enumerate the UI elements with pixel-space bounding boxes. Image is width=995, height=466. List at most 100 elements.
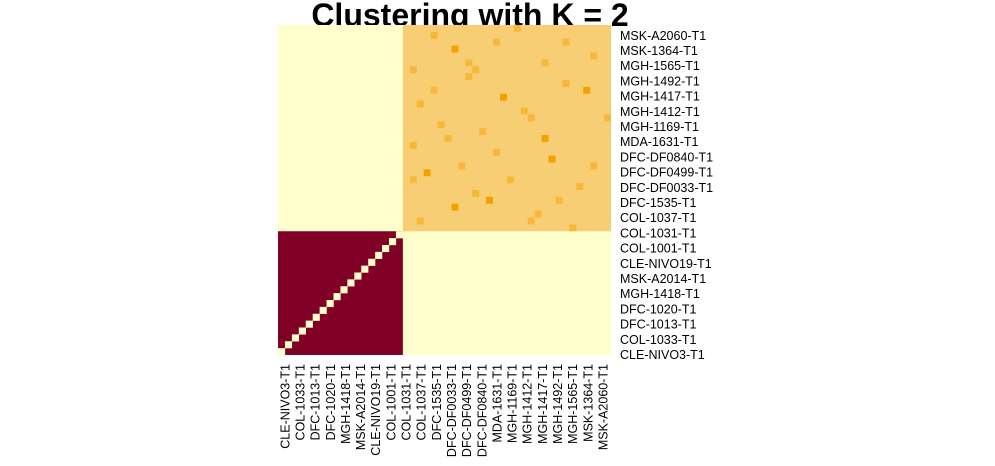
diagonal-cell (319, 306, 327, 314)
cluster-2-cell (541, 59, 549, 67)
diagonal-cell (368, 258, 376, 266)
cluster-2-cell (520, 107, 528, 115)
column-label: MSK-A2060-T1 (596, 364, 610, 450)
cluster-2-block (402, 25, 611, 232)
column-label: DFC-1020-T1 (324, 364, 338, 440)
row-label: MGH-1417-T1 (620, 90, 700, 104)
cluster-2-cell (562, 38, 570, 46)
row-label: DFC-1535-T1 (620, 196, 696, 210)
cluster-2-cell (500, 93, 507, 101)
column-labels: CLE-NIVO3-T1 COL-1033-T1 DFC-1013-T1 DFC-10… (278, 364, 610, 457)
row-label: CLE-NIVO19-T1 (620, 257, 712, 271)
row-label: MGH-1412-T1 (620, 105, 700, 119)
cluster-2-cell (409, 176, 417, 184)
cluster-2-cell (513, 25, 521, 32)
row-label: COL-1031-T1 (620, 226, 696, 240)
cluster-2-cell (416, 217, 424, 225)
cluster-2-cell (555, 196, 563, 204)
diagonal-cell (382, 245, 390, 253)
row-label: MGH-1565-T1 (620, 59, 700, 73)
cluster-2-cell (451, 203, 459, 211)
diagonal-cell (284, 341, 293, 349)
row-label: COL-1033-T1 (620, 333, 696, 347)
cluster-2-cell (437, 121, 445, 129)
cluster-2-cell (465, 73, 473, 80)
cluster-2-cell (486, 196, 494, 204)
cluster-2-cell (527, 217, 535, 225)
diagonal-cell (361, 265, 369, 273)
cluster-2-cell (479, 128, 487, 135)
diagonal-cell (312, 313, 320, 321)
row-label: MGH-1492-T1 (620, 74, 700, 88)
column-label: MSK-A2014-T1 (354, 364, 368, 450)
cluster-2-cell (604, 114, 611, 122)
column-label: COL-1033-T1 (293, 364, 307, 440)
cluster-2-cell (590, 162, 598, 170)
cluster-2-cell (569, 224, 577, 232)
cluster-2-cell (444, 135, 452, 142)
cluster-2-cell (534, 210, 542, 218)
diagonal-cell (354, 272, 362, 280)
row-label: MSK-1364-T1 (620, 44, 698, 58)
row-labels: MSK-A2060-T1MSK-1364-T1MGH-1565-T1MGH-14… (620, 29, 713, 362)
column-label: MGH-1492-T1 (551, 364, 565, 444)
cluster-2-cell (472, 66, 480, 74)
cluster-2-cell (541, 135, 549, 142)
cluster-2-cell (590, 52, 598, 60)
column-label: COL-1037-T1 (415, 364, 429, 440)
cluster-2-cell (409, 66, 417, 74)
diagonal-cell (375, 251, 383, 259)
column-label: MGH-1418-T1 (339, 364, 353, 444)
column-label: CLE-NIVO3-T1 (278, 364, 292, 449)
column-label: MGH-1565-T1 (566, 364, 580, 444)
cluster-2-cell (583, 86, 591, 94)
column-label: DFC-1535-T1 (430, 364, 444, 440)
diagonal-cell (395, 231, 404, 239)
row-label: DFC-DF0840-T1 (620, 150, 713, 164)
heatmap-cells (278, 25, 611, 356)
cluster-2-cell (465, 59, 473, 67)
column-label: DFC-1013-T1 (309, 364, 323, 440)
diagonal-cell (326, 300, 334, 308)
column-label: MGH-1417-T1 (536, 364, 550, 444)
row-label: DFC-1013-T1 (620, 318, 696, 332)
row-label: MGH-1169-T1 (620, 120, 699, 134)
column-label: MGH-1169-T1 (506, 364, 520, 443)
column-label: CLE-NIVO19-T1 (369, 364, 383, 456)
column-label: MDA-1631-T1 (490, 364, 504, 443)
row-label: COL-1037-T1 (620, 211, 696, 225)
diagonal-cell (340, 286, 348, 294)
row-label: MGH-1418-T1 (620, 287, 700, 301)
row-label: DFC-DF0499-T1 (620, 166, 713, 180)
row-label: MSK-A2014-T1 (620, 272, 706, 286)
cluster-2-cell (493, 148, 500, 156)
cluster-2-cell (409, 141, 417, 149)
diagonal-cell (333, 293, 341, 301)
column-label: DFC-DF0499-T1 (460, 364, 474, 457)
row-label: MDA-1631-T1 (620, 135, 699, 149)
column-label: DFC-DF0033-T1 (445, 364, 459, 457)
row-label: DFC-DF0033-T1 (620, 181, 713, 195)
cluster-2-cell (430, 86, 438, 94)
cluster-2-cell (430, 31, 438, 39)
row-label: COL-1001-T1 (620, 242, 696, 256)
column-label: MSK-1364-T1 (581, 364, 595, 442)
cluster-2-cell (423, 169, 431, 177)
cluster-2-cell (506, 176, 514, 184)
cluster-2-cell (458, 162, 466, 170)
column-label: COL-1001-T1 (384, 364, 398, 440)
cluster-2-cell (562, 80, 570, 87)
cluster-2-cell (548, 155, 556, 163)
diagonal-cell (278, 348, 286, 356)
cluster-2-cell (451, 45, 459, 53)
diagonal-cell (389, 238, 397, 246)
cluster-2-cell (527, 114, 535, 122)
diagonal-cell (347, 279, 355, 287)
row-label: DFC-1020-T1 (620, 302, 696, 316)
cluster-2-cell (472, 190, 480, 197)
cluster-2-cell (576, 183, 584, 190)
diagonal-cell (298, 327, 306, 335)
cluster-2-cell (416, 100, 424, 108)
cluster-2-cell (493, 38, 500, 46)
